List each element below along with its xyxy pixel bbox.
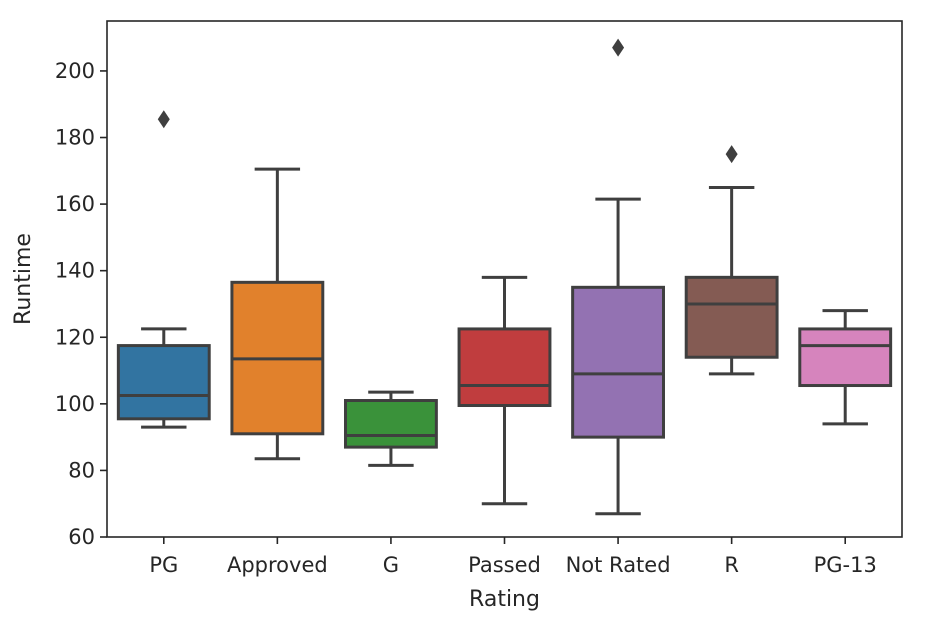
y-tick-label: 100 [55, 392, 95, 416]
outlier-point [725, 145, 738, 164]
x-tick-label: G [383, 553, 399, 577]
box-iqr [116, 344, 211, 421]
box-group [116, 38, 893, 516]
x-tick-label: Not Rated [566, 553, 671, 577]
box-passed [457, 275, 552, 506]
box-iqr [684, 275, 779, 359]
plot-frame [106, 20, 903, 538]
y-tick-label: 160 [55, 192, 95, 216]
box-approved [230, 167, 325, 461]
box-iqr [571, 285, 666, 439]
y-tick-label: 60 [68, 525, 95, 549]
y-tick-label: 80 [68, 458, 95, 482]
y-axis-title: Runtime [11, 233, 36, 325]
x-tick-label: Approved [227, 553, 328, 577]
box-iqr [344, 399, 438, 449]
box-iqr [457, 327, 552, 408]
x-tick-label: PG [149, 553, 178, 577]
x-tick-label: Passed [468, 553, 541, 577]
y-tick-label: 200 [55, 59, 95, 83]
y-tick-label: 140 [55, 259, 95, 283]
y-axis-ticks: 60 80 100 120 140 160 180 200 [55, 59, 107, 549]
x-axis-title: Rating [469, 587, 540, 612]
box-g [344, 390, 438, 467]
outlier-point [612, 38, 625, 57]
box-pg-13 [798, 309, 893, 426]
x-tick-label: R [724, 553, 739, 577]
x-axis-ticks: PG Approved G Passed Not Rated R PG-13 [149, 537, 877, 577]
outlier-point [157, 110, 170, 129]
box-pg [116, 110, 211, 429]
box-r [684, 145, 779, 376]
y-tick-label: 120 [55, 325, 95, 349]
y-tick-label: 180 [55, 126, 95, 150]
x-tick-label: PG-13 [814, 553, 877, 577]
box-iqr [798, 327, 893, 388]
box-not-rated [571, 38, 666, 516]
